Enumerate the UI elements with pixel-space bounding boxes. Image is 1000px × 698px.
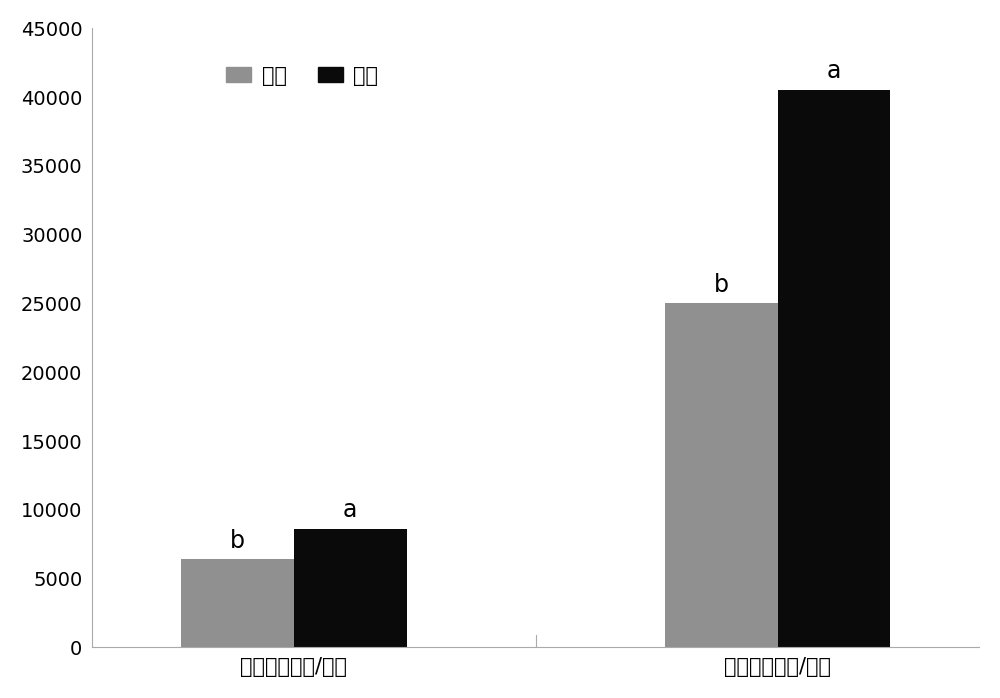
- Text: b: b: [230, 528, 245, 553]
- Bar: [665, 304, 778, 648]
- Legend: 对照, 处理: 对照, 处理: [218, 57, 387, 94]
- Text: b: b: [714, 273, 729, 297]
- Bar: [294, 529, 407, 648]
- Bar: [778, 90, 890, 648]
- Text: a: a: [343, 498, 357, 522]
- Text: a: a: [827, 59, 841, 83]
- Bar: [181, 559, 294, 648]
